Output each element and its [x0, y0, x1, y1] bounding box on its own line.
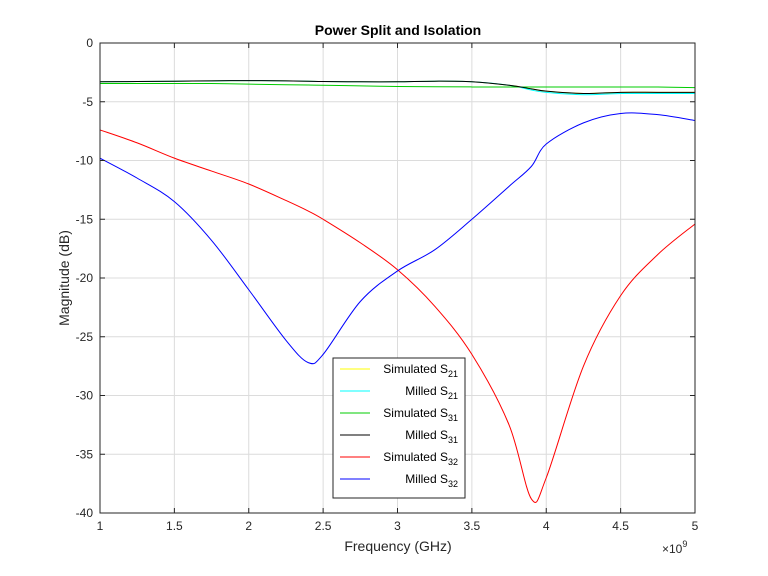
legend-label-simulated-s31: Simulated S31 [383, 406, 458, 423]
legend-box [332, 357, 466, 499]
series-line-milled-s31 [99, 80, 695, 95]
legend-label-main: Milled S [405, 428, 448, 442]
legend-label-simulated-s32: Simulated S32 [383, 450, 458, 467]
x-tick-label: 1.5 [166, 519, 183, 533]
legend-label-main: Simulated S [383, 362, 448, 376]
x-tick-label: 3.5 [464, 519, 481, 533]
legend-label-milled-s32: Milled S32 [405, 472, 458, 489]
x-multiplier-base: ×10 [662, 542, 683, 556]
legend-label-subscript: 32 [448, 457, 458, 467]
x-multiplier-exponent: 9 [682, 539, 687, 549]
y-tick-label: -40 [76, 506, 94, 520]
legend-label-simulated-s21: Simulated S21 [383, 362, 458, 379]
legend-label-subscript: 32 [448, 479, 458, 489]
y-axis-label: Magnitude (dB) [56, 230, 72, 326]
ticks [99, 42, 696, 514]
legend-label-subscript: 21 [448, 391, 458, 401]
legend-label-subscript: 31 [448, 413, 458, 423]
legend-label-main: Simulated S [383, 450, 448, 464]
x-axis-multiplier: ×109 [662, 539, 687, 556]
legend-label-subscript: 21 [448, 369, 458, 379]
y-tick-label: -20 [76, 271, 94, 285]
x-tick-label: 2 [245, 519, 252, 533]
series-line-milled-s32 [99, 112, 696, 365]
tick-labels: 1 1.5 2 2.5 3 3.5 4 4.5 5 0 -5 -10 -15 -20 -25 -30 -35 -4… [76, 36, 699, 533]
legend-label-milled-s21: Milled S21 [405, 384, 458, 401]
series-line-simulated-s31 [100, 82, 696, 89]
grid [100, 43, 695, 513]
series-lines [99, 80, 696, 503]
legend-label-main: Milled S [405, 472, 448, 486]
x-tick-label: 4 [543, 519, 550, 533]
y-tick-label: -5 [82, 95, 93, 109]
series-line-simulated-s32 [99, 129, 696, 503]
y-tick-label: -15 [76, 212, 94, 226]
x-tick-label: 4.5 [612, 519, 629, 533]
x-tick-label: 1 [97, 519, 104, 533]
legend-label-main: Simulated S [383, 406, 448, 420]
x-tick-label: 5 [692, 519, 699, 533]
y-tick-label: -25 [76, 330, 94, 344]
x-tick-label: 2.5 [315, 519, 332, 533]
chart-title: Power Split and Isolation [315, 22, 481, 38]
y-tick-label: -30 [76, 389, 94, 403]
y-tick-label: -10 [76, 154, 94, 168]
legend-label-main: Milled S [405, 384, 448, 398]
x-axis-label: Frequency (GHz) [344, 538, 451, 554]
x-tick-label: 3 [394, 519, 401, 533]
y-tick-label: -35 [76, 447, 94, 461]
legend-label-subscript: 31 [448, 435, 458, 445]
legend-label-milled-s31: Milled S31 [405, 428, 458, 445]
y-tick-label: 0 [86, 36, 93, 50]
